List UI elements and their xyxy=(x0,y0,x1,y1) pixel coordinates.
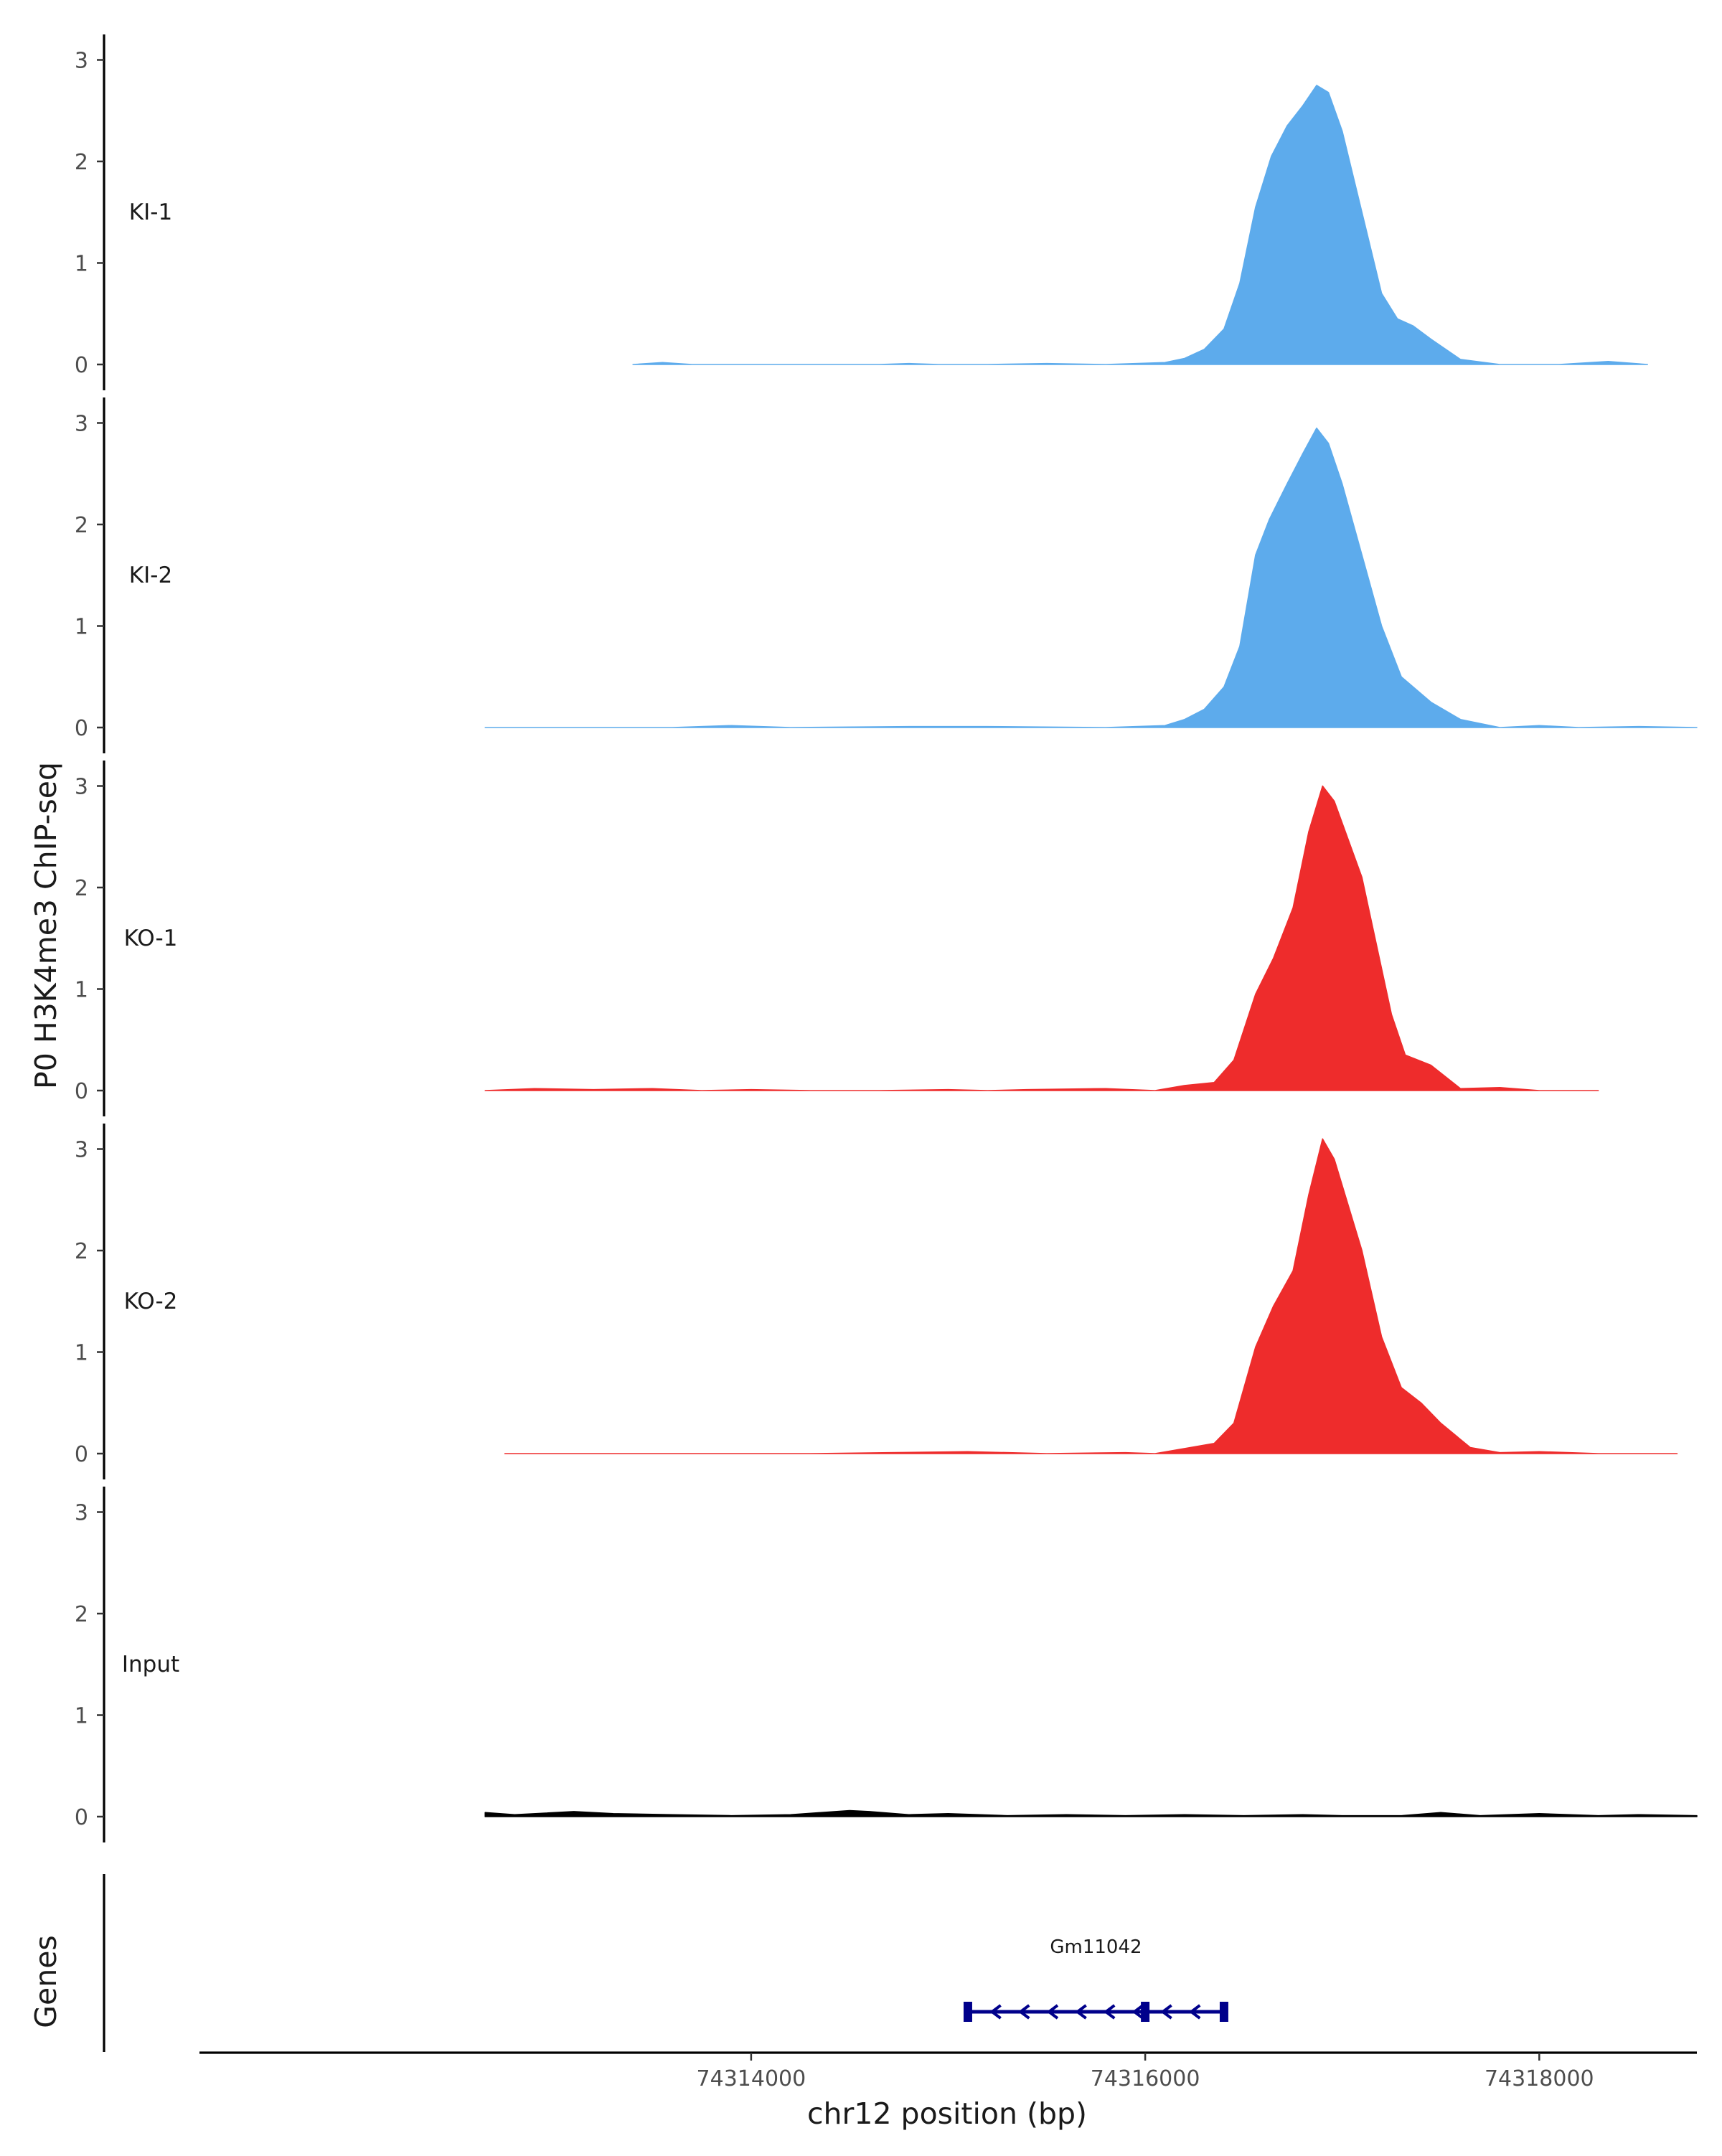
y-tick-label: 0 xyxy=(75,716,88,741)
tracks-layer: 0 1 2 3 KI-1 0 1 2 3 KI-2 0 1 2 3 KO-1 0 1 2 3 KO-2 0 1 2 3 Inpu… xyxy=(75,34,1698,1842)
coverage-area-ki-1 xyxy=(632,85,1649,365)
gene-exon xyxy=(963,2002,972,2022)
strand-arrow xyxy=(1017,2004,1030,2020)
y-tick-label: 2 xyxy=(75,150,88,175)
y-tick-label: 0 xyxy=(75,1805,88,1830)
track-ki-2: 0 1 2 3 KI-2 xyxy=(75,397,1698,753)
y-axis-title: P0 H3K4me3 ChIP-seq xyxy=(29,762,63,1089)
strand-arrow xyxy=(1046,2004,1059,2020)
y-tick-label: 1 xyxy=(75,978,88,1003)
y-tick-label: 2 xyxy=(75,876,88,901)
coverage-area-input xyxy=(484,1809,1698,1817)
track-ko-2: 0 1 2 3 KO-2 xyxy=(75,1124,1678,1479)
track-label: KO-1 xyxy=(124,926,178,951)
y-tick-label: 1 xyxy=(75,252,88,277)
coverage-area-ki-2 xyxy=(484,427,1698,728)
strand-arrow xyxy=(1075,2004,1087,2020)
genes-panel: Gm11042 xyxy=(103,1874,1228,2052)
y-tick-label: 3 xyxy=(75,775,88,800)
gene-model: Gm11042 xyxy=(963,1936,1228,2022)
strand-arrow xyxy=(1160,2004,1172,2020)
y-tick-label: 2 xyxy=(75,1602,88,1627)
y-tick-label: 0 xyxy=(75,1079,88,1104)
strand-arrow xyxy=(1188,2004,1201,2020)
track-label: Input xyxy=(122,1652,179,1677)
y-tick-label: 3 xyxy=(75,1501,88,1526)
track-label: KO-2 xyxy=(124,1289,178,1314)
gene-name: Gm11042 xyxy=(1050,1936,1142,1958)
track-ko-1: 0 1 2 3 KO-1 xyxy=(75,761,1599,1116)
x-tick-label: 74314000 xyxy=(697,2066,806,2091)
gene-exon xyxy=(1141,2002,1150,2022)
x-axis: 74314000 74316000 74318000 xyxy=(199,2051,1697,2091)
track-input: 0 1 2 3 Input xyxy=(75,1487,1698,1842)
x-axis-title: chr12 position (bp) xyxy=(807,2096,1087,2131)
y-tick-label: 2 xyxy=(75,513,88,538)
y-tick-label: 1 xyxy=(75,615,88,640)
y-tick-label: 0 xyxy=(75,353,88,378)
x-tick-label: 74318000 xyxy=(1485,2066,1594,2091)
strand-arrow xyxy=(1131,2004,1144,2020)
y-tick-label: 1 xyxy=(75,1341,88,1366)
gene-exon xyxy=(1219,2002,1228,2022)
y-tick-label: 3 xyxy=(75,412,88,437)
coverage-area-ko-2 xyxy=(504,1138,1678,1454)
coverage-area-ko-1 xyxy=(484,785,1599,1091)
track-label: KI-2 xyxy=(129,562,172,588)
track-label: KI-1 xyxy=(129,199,172,225)
strand-arrow xyxy=(1103,2004,1116,2020)
x-tick-label: 74316000 xyxy=(1091,2066,1200,2091)
y-tick-label: 3 xyxy=(75,49,88,74)
y-tick-label: 0 xyxy=(75,1442,88,1467)
y-tick-label: 2 xyxy=(75,1239,88,1264)
y-tick-label: 1 xyxy=(75,1704,88,1729)
track-ki-1: 0 1 2 3 KI-1 xyxy=(75,34,1649,390)
strand-arrow xyxy=(989,2004,1002,2020)
genes-panel-title: Genes xyxy=(29,1935,63,2028)
y-tick-label: 3 xyxy=(75,1138,88,1163)
